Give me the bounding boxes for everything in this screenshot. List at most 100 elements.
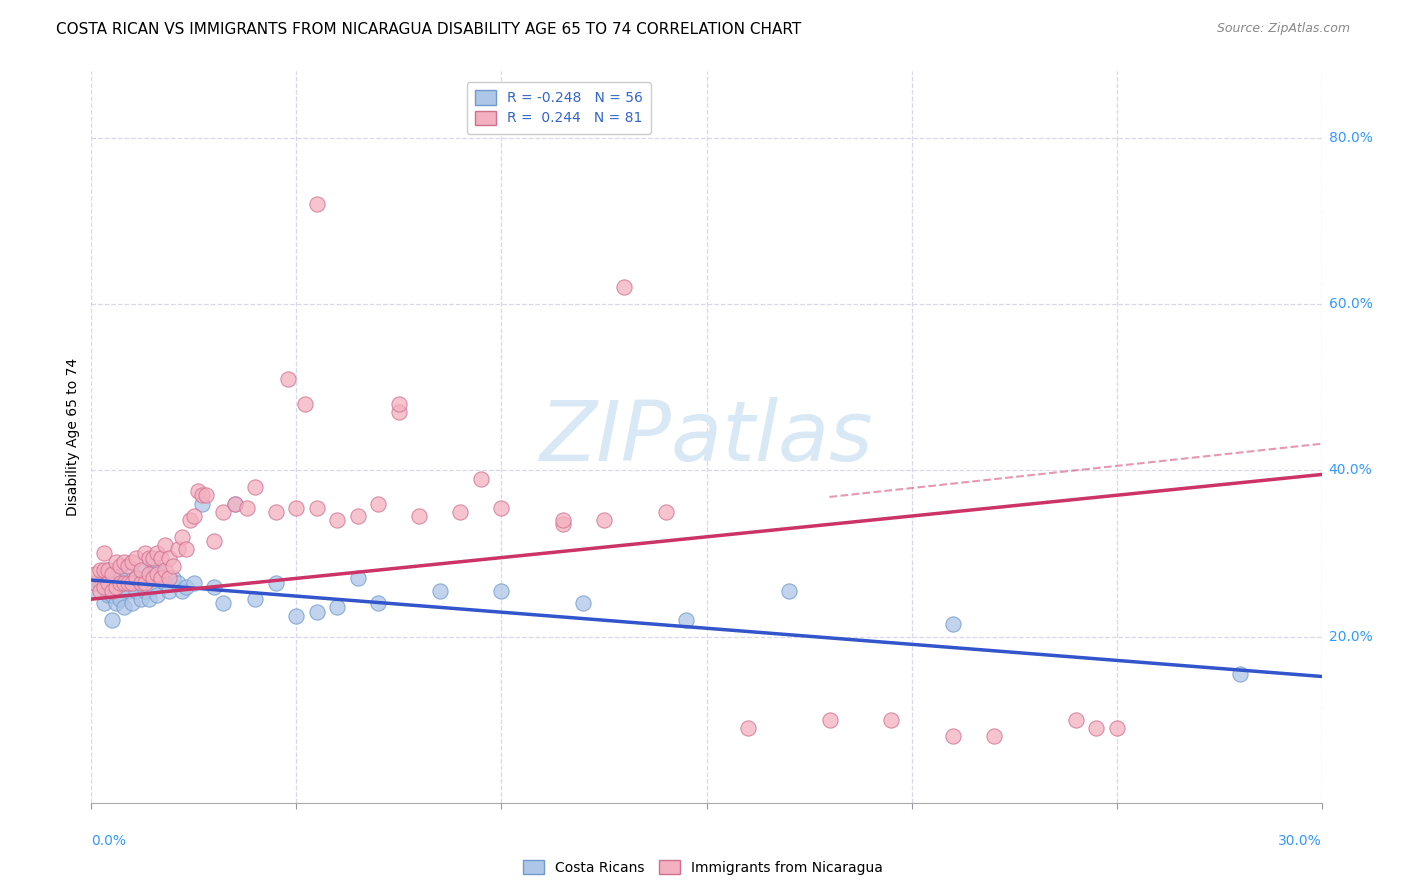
- Point: [551, 517, 574, 532]
- Point: [572, 596, 595, 610]
- Point: [121, 575, 143, 590]
- Point: [470, 472, 492, 486]
- Point: [179, 513, 201, 527]
- Point: [367, 596, 389, 610]
- Point: [408, 509, 430, 524]
- Point: [224, 497, 246, 511]
- Point: [97, 563, 120, 577]
- Point: [89, 563, 111, 577]
- Point: [778, 583, 800, 598]
- Point: [1064, 713, 1087, 727]
- Legend: R = -0.248   N = 56, R =  0.244   N = 81: R = -0.248 N = 56, R = 0.244 N = 81: [467, 82, 651, 134]
- Point: [654, 505, 676, 519]
- Point: [191, 497, 214, 511]
- Point: [1229, 667, 1251, 681]
- Point: [134, 575, 156, 590]
- Point: [264, 575, 287, 590]
- Point: [880, 713, 903, 727]
- Point: [117, 558, 139, 573]
- Point: [191, 488, 214, 502]
- Point: [97, 588, 120, 602]
- Point: [125, 550, 148, 565]
- Point: [117, 558, 139, 573]
- Point: [245, 480, 267, 494]
- Point: [153, 563, 177, 577]
- Text: Source: ZipAtlas.com: Source: ZipAtlas.com: [1216, 22, 1350, 36]
- Point: [170, 530, 193, 544]
- Point: [105, 571, 127, 585]
- Point: [84, 575, 107, 590]
- Point: [93, 596, 115, 610]
- Point: [138, 567, 160, 582]
- Point: [112, 600, 135, 615]
- Point: [153, 575, 177, 590]
- Point: [89, 583, 111, 598]
- Point: [142, 571, 165, 585]
- Point: [245, 592, 267, 607]
- Point: [983, 729, 1005, 743]
- Point: [162, 571, 184, 585]
- Point: [183, 509, 205, 524]
- Point: [202, 533, 225, 548]
- Point: [101, 583, 124, 598]
- Point: [305, 500, 328, 515]
- Point: [101, 588, 124, 602]
- Point: [146, 563, 169, 577]
- Text: COSTA RICAN VS IMMIGRANTS FROM NICARAGUA DISABILITY AGE 65 TO 74 CORRELATION CHA: COSTA RICAN VS IMMIGRANTS FROM NICARAGUA…: [56, 22, 801, 37]
- Point: [97, 563, 120, 577]
- Point: [125, 571, 148, 585]
- Point: [134, 546, 156, 560]
- Point: [195, 488, 218, 502]
- Text: 40.0%: 40.0%: [1329, 463, 1372, 477]
- Point: [105, 596, 127, 610]
- Point: [942, 729, 965, 743]
- Point: [264, 505, 287, 519]
- Point: [121, 575, 143, 590]
- Point: [129, 592, 152, 607]
- Point: [112, 555, 135, 569]
- Point: [236, 500, 259, 515]
- Point: [305, 605, 328, 619]
- Point: [101, 567, 124, 582]
- Point: [117, 583, 139, 598]
- Point: [134, 583, 156, 598]
- Legend: Costa Ricans, Immigrants from Nicaragua: Costa Ricans, Immigrants from Nicaragua: [517, 855, 889, 880]
- Point: [112, 580, 135, 594]
- Text: 80.0%: 80.0%: [1329, 131, 1372, 145]
- Point: [84, 567, 107, 582]
- Point: [93, 571, 115, 585]
- Point: [138, 550, 160, 565]
- Point: [129, 563, 152, 577]
- Point: [162, 558, 184, 573]
- Point: [125, 583, 148, 598]
- Point: [138, 592, 160, 607]
- Point: [285, 608, 308, 623]
- Point: [138, 571, 160, 585]
- Point: [93, 563, 115, 577]
- Point: [108, 571, 131, 585]
- Point: [551, 513, 574, 527]
- Point: [367, 497, 389, 511]
- Point: [305, 197, 328, 211]
- Point: [1085, 721, 1108, 735]
- Point: [108, 592, 131, 607]
- Text: 0.0%: 0.0%: [91, 834, 127, 848]
- Point: [157, 583, 180, 598]
- Point: [170, 583, 193, 598]
- Point: [105, 580, 127, 594]
- Text: 30.0%: 30.0%: [1278, 834, 1322, 848]
- Point: [202, 580, 225, 594]
- Point: [449, 505, 471, 519]
- Point: [491, 500, 513, 515]
- Point: [150, 571, 173, 585]
- Point: [134, 563, 156, 577]
- Point: [93, 546, 115, 560]
- Point: [737, 721, 759, 735]
- Y-axis label: Disability Age 65 to 74: Disability Age 65 to 74: [66, 358, 80, 516]
- Point: [146, 546, 169, 560]
- Text: 20.0%: 20.0%: [1329, 630, 1372, 643]
- Point: [93, 580, 115, 594]
- Point: [183, 575, 205, 590]
- Point: [593, 513, 616, 527]
- Point: [89, 575, 111, 590]
